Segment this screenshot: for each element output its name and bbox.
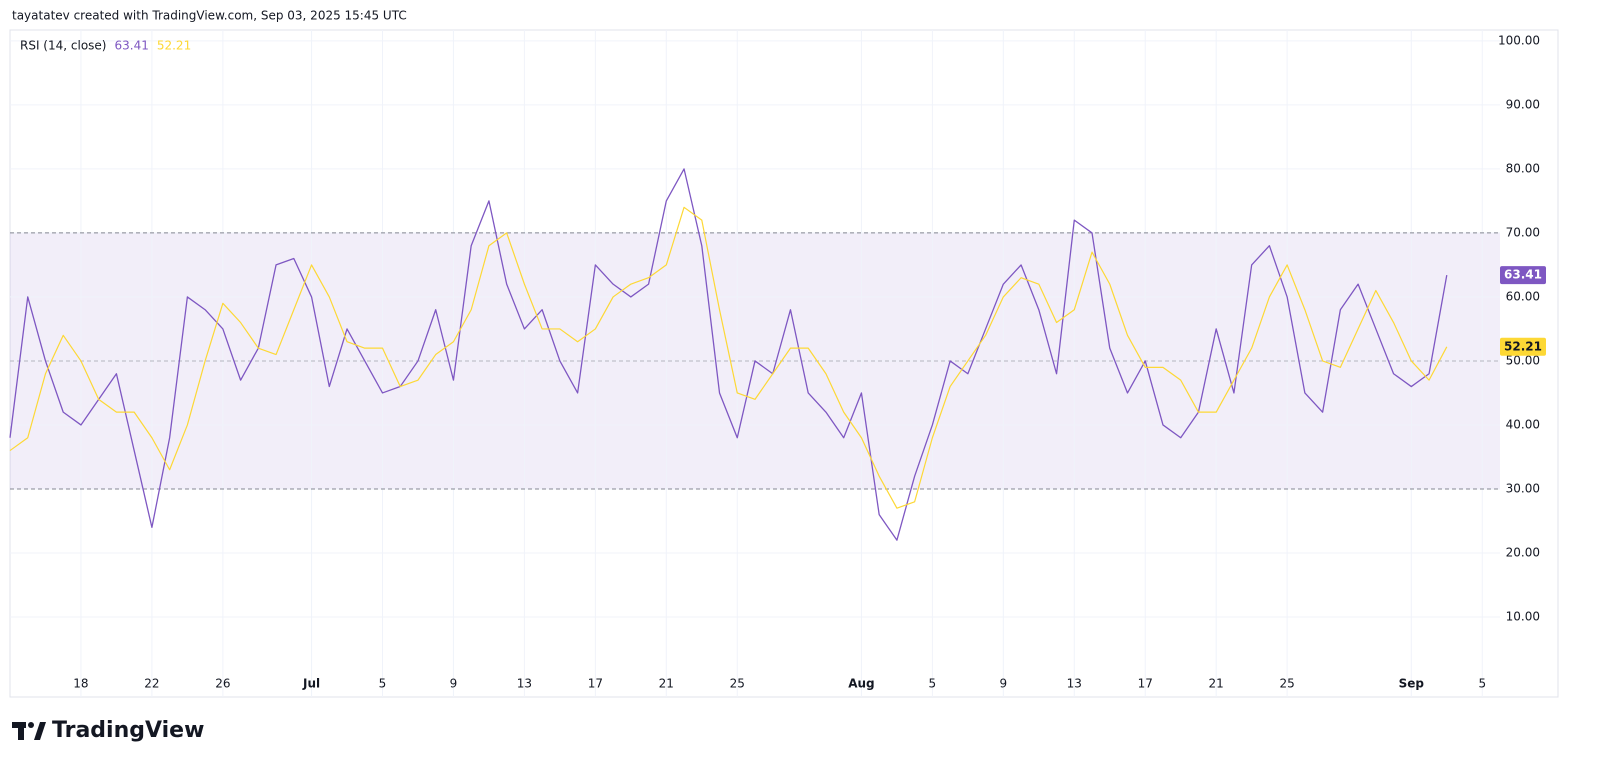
x-tick-label: 5 [929, 677, 937, 691]
y-tick-label: 10.00 [1506, 609, 1540, 623]
x-tick-label: 5 [379, 677, 387, 691]
y-tick-label: 90.00 [1506, 97, 1540, 111]
logo-icon [12, 722, 46, 740]
price-tag-label: 63.41 [1504, 268, 1542, 282]
legend-value: 63.41 [114, 39, 148, 53]
x-tick-label: 17 [1138, 677, 1153, 691]
x-tick-label: 9 [450, 677, 458, 691]
x-tick-label: 26 [215, 677, 230, 691]
x-tick-label: 18 [73, 677, 88, 691]
x-tick-label: Sep [1399, 677, 1425, 691]
y-tick-label: 40.00 [1506, 417, 1540, 431]
x-tick-label: 17 [588, 677, 603, 691]
legend-title: RSI (14, close) [20, 39, 106, 53]
x-tick-label: 13 [517, 677, 532, 691]
x-tick-label: 9 [1000, 677, 1008, 691]
legend-value: 52.21 [157, 39, 191, 53]
y-tick-label: 100.00 [1498, 33, 1540, 47]
frame [9, 29, 1559, 698]
x-tick-label: 5 [1478, 677, 1486, 691]
logo: TradingView [52, 718, 204, 743]
x-tick-label: 21 [659, 677, 674, 691]
y-tick-label: 30.00 [1506, 481, 1540, 495]
header: tayatatev created with TradingView.com, … [12, 9, 407, 23]
x-tick-label: 13 [1067, 677, 1082, 691]
price-tag-label: 52.21 [1504, 339, 1542, 353]
series-line [9, 206, 1448, 509]
series-line [9, 168, 1448, 541]
y-tick-label: 50.00 [1506, 353, 1540, 367]
y-tick-label: 20.00 [1506, 545, 1540, 559]
x-tick-label: 25 [1280, 677, 1295, 691]
y-tick-label: 80.00 [1506, 161, 1540, 175]
x-tick-label: 25 [730, 677, 745, 691]
y-tick-label: 70.00 [1506, 225, 1540, 239]
plot [9, 30, 1500, 697]
price-tag [1500, 337, 1546, 356]
price-tag [1500, 266, 1546, 285]
y-tick-label: 60.00 [1506, 289, 1540, 303]
x-tick-label: Jul [302, 677, 320, 691]
x-tick-label: Aug [848, 677, 874, 691]
x-tick-label: 21 [1209, 677, 1224, 691]
x-tick-label: 22 [144, 677, 159, 691]
